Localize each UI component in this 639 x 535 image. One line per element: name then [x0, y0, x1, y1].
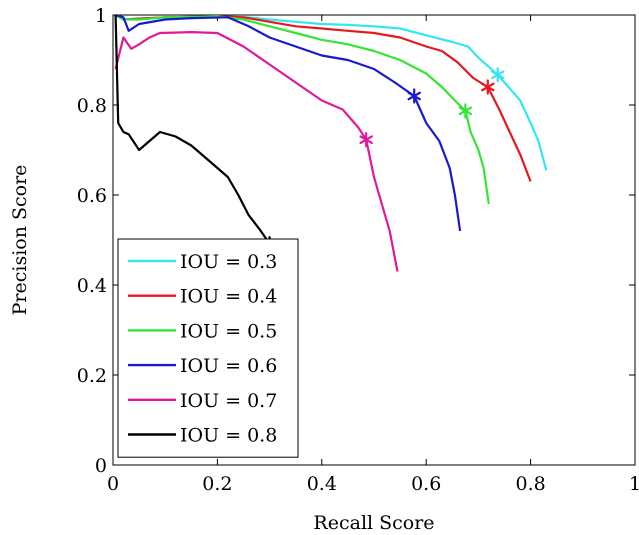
legend-label: IOU = 0.5 — [180, 320, 277, 342]
x-axis: 0 0.2 0.4 0.6 0.8 1 — [107, 15, 639, 495]
series-line-4 — [115, 13, 462, 232]
series-marker-5 — [359, 132, 373, 148]
legend-label: IOU = 0.8 — [180, 425, 277, 447]
series-line-6 — [114, 14, 271, 245]
x-tick-label: 0.2 — [202, 473, 232, 495]
legend-item: IOU = 0.3 — [128, 251, 277, 273]
series-marker-3 — [458, 103, 473, 119]
y-tick-label: 0 — [95, 455, 107, 477]
legend-label: IOU = 0.6 — [180, 355, 277, 377]
x-tick-label: 0.4 — [307, 473, 337, 495]
y-axis: 0 0.2 0.4 0.6 0.8 1 — [77, 5, 635, 477]
legend-label: IOU = 0.3 — [180, 251, 277, 273]
series-line-3 — [115, 14, 490, 205]
legend-item: IOU = 0.7 — [128, 390, 277, 412]
x-tick-label: 0 — [107, 473, 119, 495]
legend-item: IOU = 0.8 — [128, 425, 277, 447]
legend-label: IOU = 0.7 — [180, 390, 277, 412]
y-tick-label: 1 — [95, 5, 107, 27]
y-axis-label: Precision Score — [9, 165, 31, 316]
legend-label: IOU = 0.4 — [180, 286, 277, 308]
legend-item: IOU = 0.6 — [128, 355, 277, 377]
legend-box — [117, 238, 299, 458]
x-tick-label: 0.8 — [515, 473, 545, 495]
legend-item: IOU = 0.5 — [128, 320, 277, 342]
y-tick-label: 0.6 — [77, 185, 107, 207]
x-axis-label: Recall Score — [313, 512, 434, 534]
series-marker-1 — [490, 67, 505, 83]
x-tick-label: 0.6 — [411, 473, 441, 495]
series-marker-2 — [481, 79, 495, 95]
series-line-5 — [114, 31, 399, 272]
series-layer — [114, 13, 548, 272]
x-tick-label: 1 — [629, 473, 639, 495]
y-tick-label: 0.8 — [77, 95, 107, 117]
legend-item: IOU = 0.4 — [128, 286, 277, 308]
legend: IOU = 0.3 IOU = 0.4 IOU = 0.5 IOU = 0.6 IOU … — [117, 238, 299, 458]
y-tick-label: 0.2 — [77, 365, 107, 387]
y-tick-label: 0.4 — [77, 275, 107, 297]
series-marker-4 — [407, 88, 421, 104]
